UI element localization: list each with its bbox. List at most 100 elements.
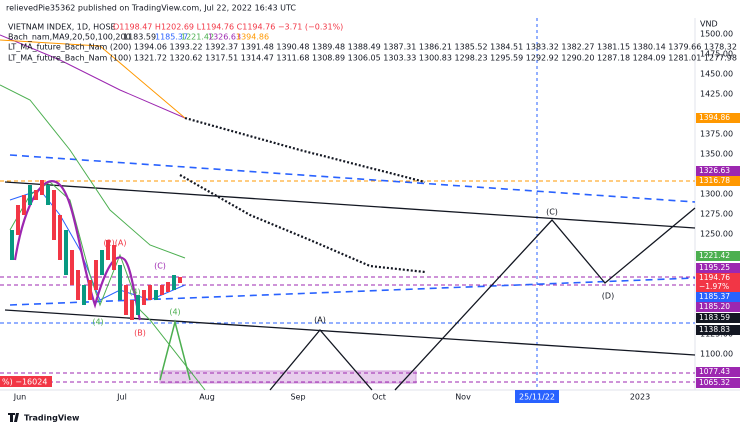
candle — [88, 280, 92, 300]
wave-label: (C) — [546, 208, 558, 217]
candle — [124, 285, 128, 315]
wave-label: (4) — [169, 308, 180, 317]
candle — [58, 215, 62, 260]
candle — [34, 190, 38, 200]
price-tag-box — [696, 263, 740, 273]
levels — [0, 180, 695, 383]
candle — [64, 230, 68, 275]
candle — [40, 180, 44, 195]
candle — [22, 195, 26, 215]
time-marker-box — [515, 390, 559, 403]
candle — [172, 275, 176, 290]
price-tag: 1185.20 — [699, 302, 730, 311]
price-tag: 1316.78 — [699, 176, 730, 185]
candle — [28, 185, 32, 205]
price-tag-box — [696, 367, 740, 377]
price-tag-box — [696, 282, 740, 292]
wave-label: (D) — [602, 292, 614, 301]
time-label: Aug — [199, 393, 215, 402]
candle — [10, 230, 14, 260]
price-tag: 1183.59 — [699, 313, 730, 322]
price-tick: 1500.00 — [700, 30, 733, 39]
symbol: VIETNAM INDEX, 1D, HOSE — [8, 23, 116, 32]
time-label: Oct — [372, 393, 386, 402]
price-tag: 1138.83 — [699, 325, 730, 334]
candle — [112, 245, 116, 270]
footer: TradingView — [24, 414, 80, 423]
time-label: Sep — [290, 393, 305, 402]
price-tag: 1221.42 — [699, 251, 730, 260]
time-label: 2023 — [630, 393, 650, 402]
candle — [136, 295, 140, 315]
price-tick: 1300.00 — [700, 190, 733, 199]
price-tick: 1350.00 — [700, 150, 733, 159]
candle — [70, 250, 74, 285]
price-tag-box — [696, 292, 740, 302]
unit: VND — [700, 20, 718, 29]
price-tick: 1100.00 — [700, 350, 733, 359]
price-tag: 1195.25 — [699, 263, 730, 272]
left-label: %) −16024 — [2, 378, 47, 387]
zone — [159, 370, 417, 384]
price-tag-box — [696, 251, 740, 261]
candle — [16, 205, 20, 235]
ma-value: 1185.37 — [155, 33, 188, 42]
ma-value: 1221.42 — [181, 33, 214, 42]
price-tick: 1275.00 — [700, 210, 733, 219]
price-tag: 1077.43 — [699, 367, 730, 376]
price-tag-box — [696, 378, 740, 388]
candle — [76, 270, 80, 300]
candles — [10, 180, 182, 320]
candle — [46, 185, 50, 205]
price-tag: 1194.76 — [699, 273, 730, 282]
price-tag: 1326.63 — [699, 166, 730, 175]
ma-value: 1326.63 — [208, 33, 241, 42]
candle — [130, 300, 134, 320]
price-tag: 1065.32 — [699, 378, 730, 387]
logo — [8, 413, 19, 422]
candle — [178, 277, 182, 283]
time-label: 25/11/22 — [519, 393, 555, 402]
price-tag-box — [696, 113, 740, 123]
price-tag: 1394.86 — [699, 113, 730, 122]
price-tag: 1185.37 — [699, 292, 730, 301]
ohlc: O1198.47 H1202.69 L1194.76 C1194.76 −3.7… — [113, 23, 343, 32]
price-tag-box — [696, 176, 740, 186]
ma-value: 1394.86 — [236, 33, 269, 42]
lt100: LT_MA_future_Bach_Nam (100) 1321.72 1320… — [8, 54, 740, 63]
ma-legend: Bach_nam,MA9,20,50,100,200 — [8, 33, 131, 42]
time-label: Jul — [116, 393, 127, 402]
candle — [106, 240, 110, 260]
price-tag-box — [696, 273, 740, 283]
published: relievedPie35362 published on TradingVie… — [6, 4, 296, 13]
price-tag-box — [696, 302, 740, 312]
ma-value: 1183.59 — [123, 33, 156, 42]
candle — [154, 290, 158, 300]
price-tag-box — [696, 313, 740, 323]
wave-label: (B) — [134, 329, 146, 338]
price-tick: 1425.00 — [700, 90, 733, 99]
time-label: Nov — [455, 393, 471, 402]
candle — [142, 290, 146, 305]
candle — [100, 250, 104, 275]
price-tag-box — [696, 166, 740, 176]
price-tick: 1450.00 — [700, 70, 733, 79]
wave-label: (C) — [154, 262, 166, 271]
candle — [52, 190, 56, 240]
price-tag: −1.97% — [699, 282, 729, 291]
wave-label: (4) — [92, 318, 103, 327]
candle — [94, 260, 98, 290]
left-label-box — [0, 376, 52, 387]
wave-label: (A) — [314, 316, 326, 325]
candle — [118, 265, 122, 300]
candle — [166, 282, 170, 292]
wave-label: (2)(A) — [103, 239, 126, 248]
candle — [148, 285, 152, 300]
time-label: Jun — [13, 393, 27, 402]
wave-label: (4) — [129, 288, 140, 297]
price-tick: 1250.00 — [700, 230, 733, 239]
price-tick: 1475.00 — [700, 50, 733, 59]
